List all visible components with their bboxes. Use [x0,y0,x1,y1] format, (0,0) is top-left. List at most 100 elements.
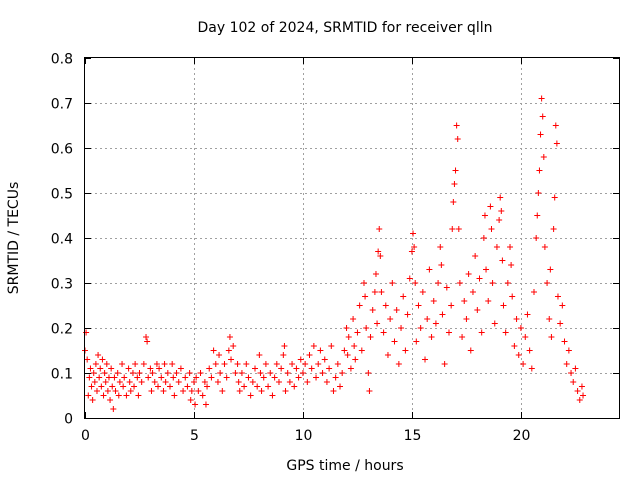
data-point [552,122,559,129]
data-point [129,370,136,376]
data-point [465,271,472,277]
data-point [315,361,322,367]
data-point [84,356,91,363]
data-point [126,379,133,385]
data-point [105,374,112,381]
y-tick-label: 0.1 [51,367,73,383]
data-point [297,356,304,363]
data-point [481,212,488,219]
data-point [428,334,435,340]
data-point [557,320,564,327]
data-point [500,302,507,309]
y-tick-label: 0.2 [51,322,73,338]
data-point [306,352,313,358]
data-point [408,248,415,255]
data-point [323,379,330,385]
data-point [452,167,459,174]
data-point [493,244,500,250]
data-point [319,370,326,376]
data-point [262,361,269,367]
data-point [299,370,306,376]
data-point [387,316,394,322]
data-point [232,370,239,376]
data-point [195,388,202,394]
data-point [480,235,487,241]
data-point [156,365,163,372]
data-point [356,302,363,309]
data-point [524,311,531,318]
data-point [260,374,267,381]
data-point [476,275,483,282]
data-point [426,266,433,273]
data-point [551,194,558,201]
data-point [147,365,154,372]
data-point [404,311,411,318]
data-point [504,280,511,286]
data-point [96,374,103,381]
data-point [487,203,494,210]
data-point [507,244,514,250]
data-point [537,131,544,138]
data-point [499,257,506,264]
data-point [467,347,474,354]
data-point [145,374,152,381]
data-point [214,379,221,385]
data-point [201,379,208,385]
data-point [293,365,300,372]
data-point [254,383,261,390]
data-point [273,361,280,367]
data-point [155,383,162,390]
data-point [87,365,94,372]
data-point [559,302,566,309]
data-point [332,374,339,381]
data-point [210,347,217,354]
data-point [103,361,110,367]
y-tick-labels: 0 0.1 0.2 0.3 0.4 0.5 0.6 0.7 0.8 [51,52,73,428]
data-point [243,361,250,367]
data-point [204,383,211,390]
data-point [170,374,177,381]
data-point [188,388,195,394]
data-point [223,374,230,381]
y-axis-label: SRMTID / TECUs [6,182,22,295]
data-point [419,289,426,295]
data-point [282,388,289,394]
axis-ticks [85,58,619,419]
data-point [522,334,529,340]
data-point [513,316,520,322]
data-point [119,361,126,367]
data-point [439,311,446,318]
data-point [153,361,160,367]
data-point [330,388,337,394]
data-point [88,383,95,390]
data-point [546,316,553,322]
data-point [369,307,376,313]
data-point [508,262,515,268]
data-point [120,383,127,390]
data-point [171,392,178,399]
data-point [310,343,317,349]
data-point [362,293,369,300]
data-point [550,226,557,232]
data-point [449,226,456,232]
data-point [167,383,174,390]
data-point [135,392,142,399]
data-point [541,244,548,250]
data-point [455,226,462,232]
data-point [104,388,111,394]
y-tick-label: 0.7 [51,97,73,113]
data-point [430,298,437,304]
data-point [151,379,158,385]
data-point [236,388,243,394]
data-point [291,383,298,390]
data-point [520,361,527,367]
data-point [502,329,509,336]
data-point [230,343,237,349]
data-point [308,365,315,372]
data-point [90,370,97,376]
data-point [107,397,114,403]
data-point [344,352,351,358]
data-point [538,95,545,102]
data-point [568,370,575,376]
data-point [536,167,543,174]
